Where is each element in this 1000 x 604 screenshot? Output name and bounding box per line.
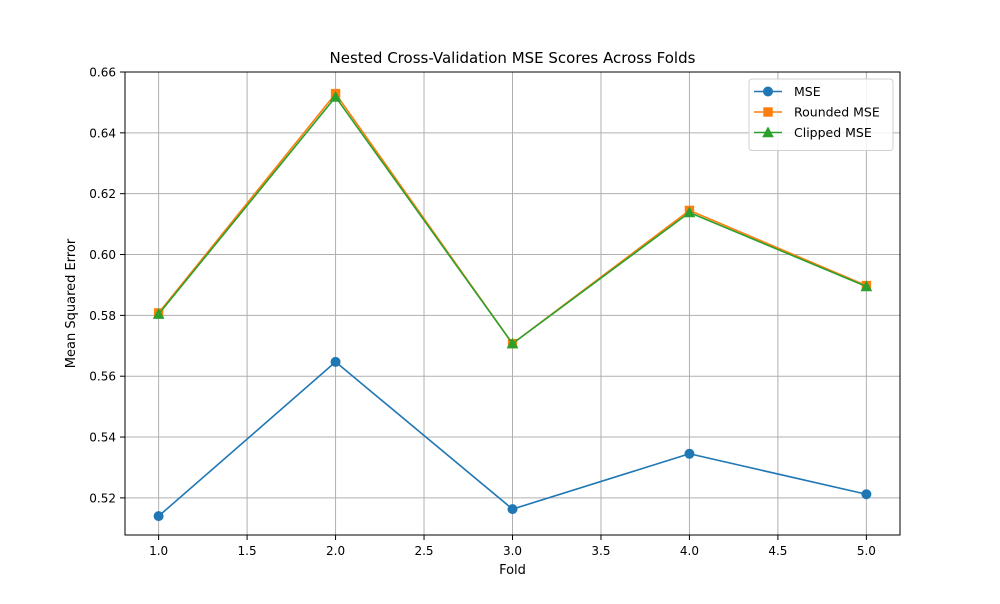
y-tick-label: 0.56 — [89, 370, 116, 384]
legend-marker — [762, 126, 774, 138]
y-tick-label: 0.60 — [89, 248, 116, 262]
legend: MSE Rounded MSE Clipped MSE — [748, 78, 894, 151]
data-point — [860, 280, 873, 292]
data-point — [152, 308, 165, 319]
y-tick-label: 0.66 — [89, 66, 116, 80]
series-mse — [153, 356, 872, 522]
data-point — [684, 448, 695, 459]
series-clipped-mse — [152, 90, 873, 349]
legend-label: MSE — [794, 84, 821, 99]
x-axis-label: Fold — [499, 563, 526, 578]
data-point — [861, 489, 872, 500]
x-tick-label: 2.0 — [326, 544, 345, 558]
y-axis-label: Mean Squared Error — [64, 238, 79, 368]
data-point — [683, 206, 696, 218]
legend-label: Rounded MSE — [794, 105, 880, 120]
legend-item: MSE — [754, 84, 821, 99]
x-tick-label: 4.0 — [680, 544, 699, 558]
x-tick-label: 2.5 — [414, 544, 433, 558]
x-tick-label: 1.0 — [149, 544, 168, 558]
series-layer — [152, 88, 873, 522]
data-point — [329, 90, 342, 102]
data-point — [330, 356, 341, 367]
data-point — [506, 337, 519, 349]
legend-item: Clipped MSE — [754, 125, 872, 140]
chart-title: Nested Cross-Validation MSE Scores Acros… — [330, 49, 696, 67]
y-tick-label: 0.52 — [89, 491, 116, 505]
legend-marker — [763, 86, 773, 97]
data-point — [507, 504, 518, 515]
y-tick-label: 0.64 — [89, 126, 116, 140]
data-point — [153, 511, 164, 522]
x-tick-label: 4.5 — [768, 544, 787, 558]
legend-marker — [763, 107, 773, 117]
y-tick-label: 0.58 — [89, 309, 116, 323]
x-tick-label: 5.0 — [857, 544, 876, 558]
y-tick-label: 0.54 — [89, 431, 116, 445]
x-tick-label: 3.5 — [591, 544, 610, 558]
x-tick-label: 3.0 — [503, 544, 522, 558]
x-tick-label: 1.5 — [238, 544, 257, 558]
legend-label: Clipped MSE — [794, 125, 872, 140]
legend-item: Rounded MSE — [754, 105, 880, 120]
legend-box — [748, 78, 894, 151]
y-tick-label: 0.62 — [89, 187, 116, 201]
axis-ticks: 1.0 1.5 2.0 2.5 3.0 3.5 4.0 4.5 5.0 0.52 0.54 0.56 0… — [89, 66, 876, 559]
